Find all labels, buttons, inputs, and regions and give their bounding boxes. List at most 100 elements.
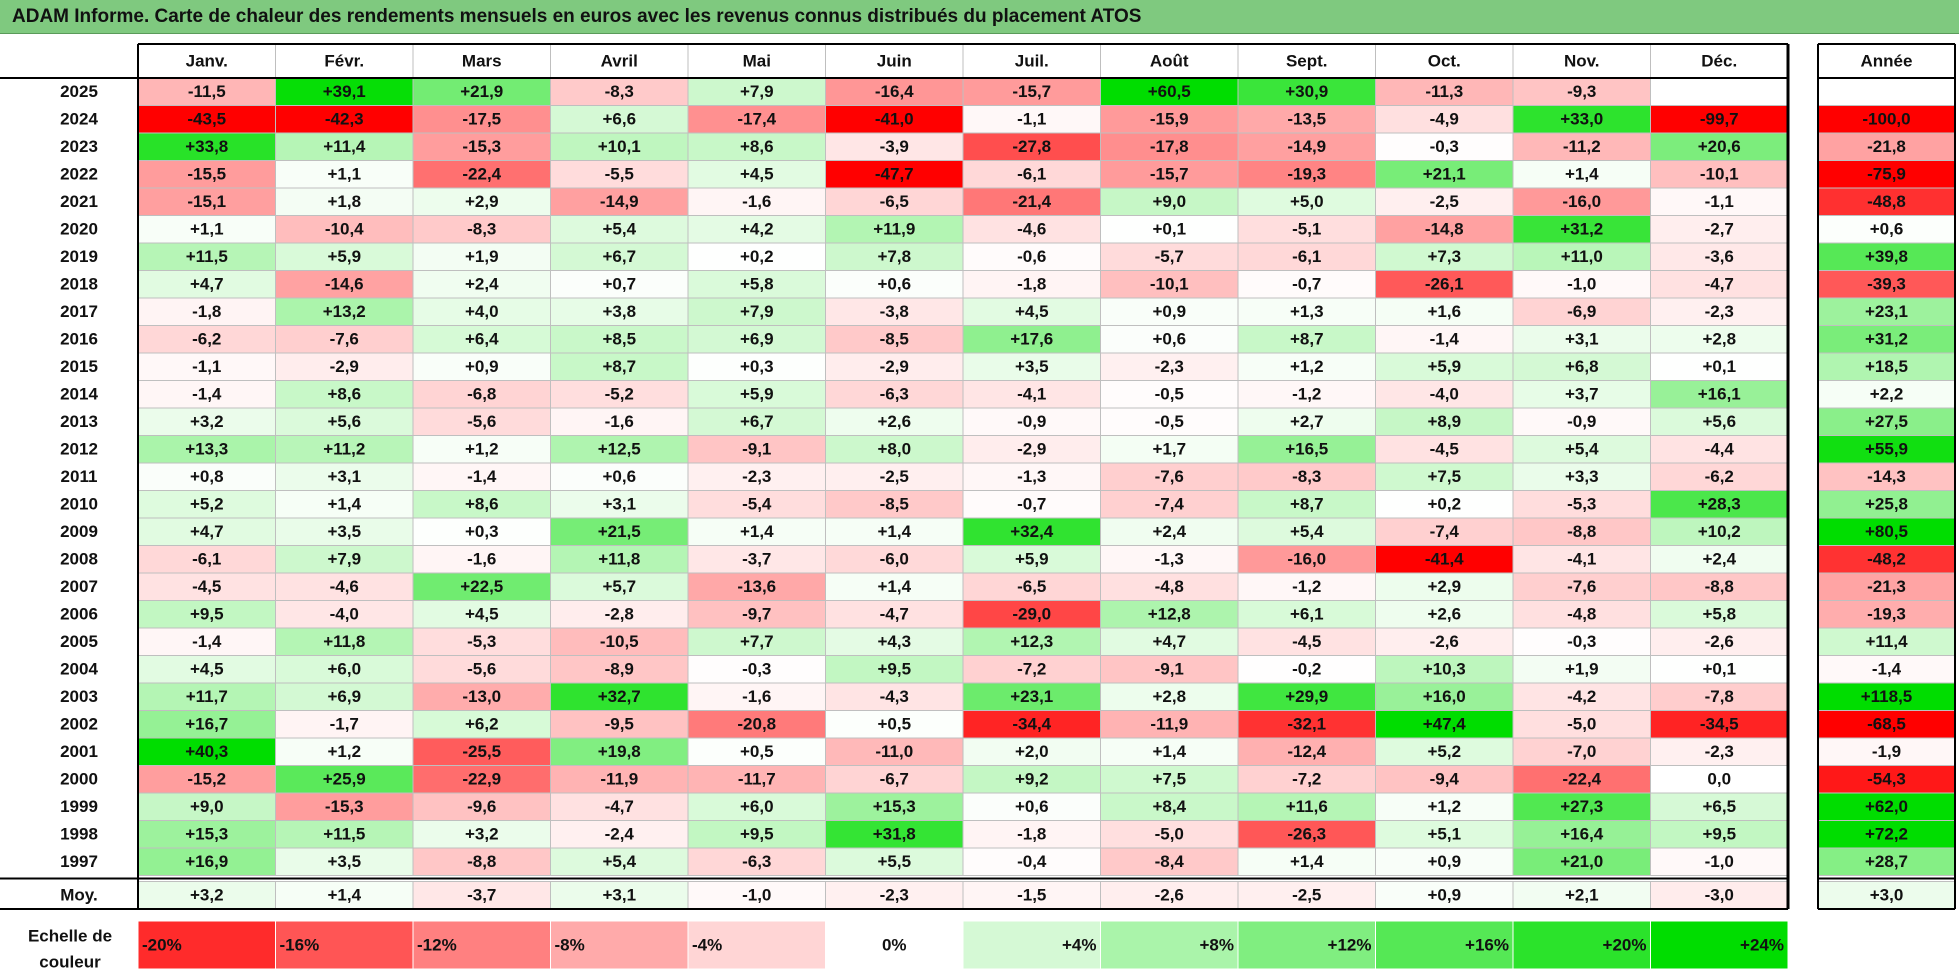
cell-value: +13,3: [185, 440, 228, 459]
cell-value: -7,4: [1155, 495, 1185, 514]
heatmap-cell: [825, 407, 964, 436]
cell-value: -17,8: [1150, 137, 1189, 156]
heatmap-cell: [1100, 132, 1239, 161]
cell-value: -8,8: [1705, 577, 1734, 596]
heatmap-cell: [137, 270, 276, 299]
cell-value: -10,4: [325, 220, 364, 239]
cell-value: +9,5: [740, 825, 774, 844]
year-label: 2022: [60, 165, 98, 184]
heatmap-cell: [1512, 655, 1651, 684]
column-header-cell: [962, 43, 1101, 79]
cell-value: -9,3: [1567, 82, 1596, 101]
cell-value: +0,3: [740, 357, 774, 376]
heatmap-cell: [550, 325, 689, 354]
annual-value: +31,2: [1865, 330, 1908, 349]
cell-value: -15,1: [187, 192, 226, 211]
cell-value: +0,6: [1015, 797, 1049, 816]
cell-value: -6,9: [1567, 302, 1596, 321]
heatmap-cell: [1375, 792, 1514, 821]
cell-value: -1,8: [1017, 825, 1046, 844]
column-header: Janv.: [186, 51, 228, 70]
cell-value: +4,7: [190, 275, 224, 294]
cell-value: +21,1: [1423, 165, 1466, 184]
cell-value: -5,1: [1292, 220, 1321, 239]
scale-swatch: [550, 920, 689, 970]
cell-value: +4,7: [1152, 632, 1186, 651]
cell-value: +5,8: [740, 275, 774, 294]
cell-value: +60,5: [1148, 82, 1191, 101]
heatmap-cell: [275, 297, 414, 326]
average-value: -2,5: [1292, 886, 1321, 905]
heatmap-cell: [687, 407, 826, 436]
cell-value: -6,2: [192, 330, 221, 349]
cell-value: +0,7: [602, 275, 636, 294]
cell-value: -9,1: [742, 440, 771, 459]
heatmap-cell: [687, 490, 826, 519]
cell-value: +9,5: [190, 605, 224, 624]
cell-value: -47,7: [875, 165, 914, 184]
scale-step-label: -12%: [417, 935, 457, 954]
cell-value: -3,6: [1705, 247, 1734, 266]
cell-value: +10,2: [1698, 522, 1741, 541]
average-label: Moy.: [60, 886, 97, 905]
heatmap-cell: [825, 352, 964, 381]
heatmap-cell: [412, 710, 551, 739]
year-label: 2002: [60, 715, 98, 734]
heatmap-cell: [1650, 270, 1789, 299]
heatmap-cell: [1650, 187, 1789, 216]
annual-cell: [1817, 490, 1956, 519]
cell-value: +3,5: [327, 522, 361, 541]
heatmap-cell: [550, 600, 689, 629]
heatmap-cell: [1650, 490, 1789, 519]
cell-value: +10,1: [598, 137, 641, 156]
cell-value: +2,4: [1152, 522, 1186, 541]
annual-value: -21,3: [1867, 577, 1906, 596]
year-label: 2001: [60, 742, 98, 761]
heatmap-cell: [1650, 655, 1789, 684]
cell-value: -21,4: [1012, 192, 1051, 211]
cell-value: +19,8: [598, 742, 641, 761]
heatmap-cell: [825, 820, 964, 849]
heatmap-cell: [1100, 792, 1239, 821]
cell-value: -5,2: [605, 385, 634, 404]
heatmap-cell: [825, 77, 964, 106]
scale-swatch: [825, 920, 964, 970]
year-label: 2019: [60, 247, 98, 266]
heatmap-cell: [1512, 325, 1651, 354]
heatmap-cell: [1512, 682, 1651, 711]
heatmap-cell: [825, 215, 964, 244]
cell-value: -15,7: [1012, 82, 1051, 101]
annual-cell: [1817, 600, 1956, 629]
cell-value: +6,8: [1565, 357, 1599, 376]
heatmap-cell: [687, 820, 826, 849]
cell-value: -8,3: [467, 220, 496, 239]
cell-value: -10,1: [1700, 165, 1739, 184]
heatmap-cell: [1375, 352, 1514, 381]
annual-value: +0,6: [1870, 220, 1904, 239]
heatmap-cell: [1100, 297, 1239, 326]
cell-value: +1,4: [327, 495, 361, 514]
average-value: +1,4: [327, 886, 361, 905]
cell-value: +3,5: [327, 852, 361, 871]
cell-value: -1,3: [1155, 550, 1184, 569]
scale-step-label: +12%: [1328, 935, 1372, 954]
year-label: 2006: [60, 605, 98, 624]
annual-value: -75,9: [1867, 165, 1906, 184]
heatmap-cell: [412, 105, 551, 134]
cell-value: +8,0: [877, 440, 911, 459]
cell-value: +1,2: [465, 440, 499, 459]
cell-value: -17,4: [737, 110, 776, 129]
heatmap-cell: [1512, 572, 1651, 601]
cell-value: -4,7: [1705, 275, 1734, 294]
cell-value: +23,1: [1010, 687, 1053, 706]
cell-value: +1,4: [1152, 742, 1186, 761]
year-label: 2000: [60, 770, 98, 789]
annual-value: -48,2: [1867, 550, 1906, 569]
heatmap-cell: [1375, 710, 1514, 739]
cell-value: +5,0: [1290, 192, 1324, 211]
cell-value: -2,6: [1705, 632, 1734, 651]
cell-value: +4,5: [740, 165, 774, 184]
cell-value: +6,0: [327, 660, 361, 679]
cell-value: -2,3: [742, 467, 771, 486]
heatmap-cell: [412, 187, 551, 216]
